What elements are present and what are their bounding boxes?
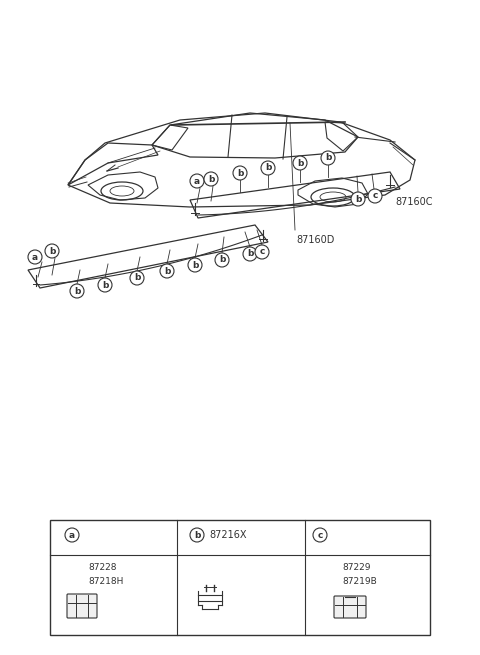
Text: b: b (355, 195, 361, 204)
Circle shape (204, 172, 218, 186)
Text: b: b (297, 159, 303, 168)
Text: 87219B: 87219B (342, 578, 377, 586)
Circle shape (70, 284, 84, 298)
Circle shape (130, 271, 144, 285)
Text: 87229: 87229 (342, 563, 371, 572)
Circle shape (293, 156, 307, 170)
Text: b: b (208, 174, 214, 183)
Circle shape (160, 264, 174, 278)
Circle shape (255, 245, 269, 259)
Text: b: b (49, 246, 55, 255)
FancyBboxPatch shape (334, 596, 366, 618)
Text: b: b (164, 267, 170, 276)
Text: 87228: 87228 (88, 563, 117, 572)
Text: b: b (325, 153, 331, 162)
Text: c: c (317, 531, 323, 540)
Text: 87160D: 87160D (296, 235, 335, 245)
Text: a: a (194, 176, 200, 185)
Text: c: c (372, 191, 378, 200)
Circle shape (233, 166, 247, 180)
Circle shape (190, 528, 204, 542)
Bar (50, 520, 430, 635)
Circle shape (65, 528, 79, 542)
Text: a: a (32, 252, 38, 261)
Circle shape (313, 528, 327, 542)
Text: a: a (69, 531, 75, 540)
Text: 87160C: 87160C (395, 197, 432, 207)
Circle shape (351, 192, 365, 206)
Text: b: b (219, 255, 225, 265)
Text: b: b (192, 261, 198, 269)
Circle shape (45, 244, 59, 258)
Circle shape (190, 174, 204, 188)
Circle shape (188, 258, 202, 272)
Text: b: b (247, 250, 253, 259)
Text: b: b (237, 168, 243, 178)
Circle shape (98, 278, 112, 292)
Text: b: b (74, 286, 80, 295)
Circle shape (215, 253, 229, 267)
Circle shape (368, 189, 382, 203)
Circle shape (28, 250, 42, 264)
Text: b: b (134, 274, 140, 282)
Circle shape (261, 161, 275, 175)
Text: b: b (102, 280, 108, 290)
Text: c: c (259, 248, 264, 257)
Text: b: b (194, 531, 200, 540)
Text: 87218H: 87218H (88, 578, 123, 586)
Text: b: b (265, 164, 271, 172)
Text: 87216X: 87216X (209, 530, 247, 540)
Circle shape (243, 247, 257, 261)
FancyBboxPatch shape (67, 594, 97, 618)
Circle shape (321, 151, 335, 165)
